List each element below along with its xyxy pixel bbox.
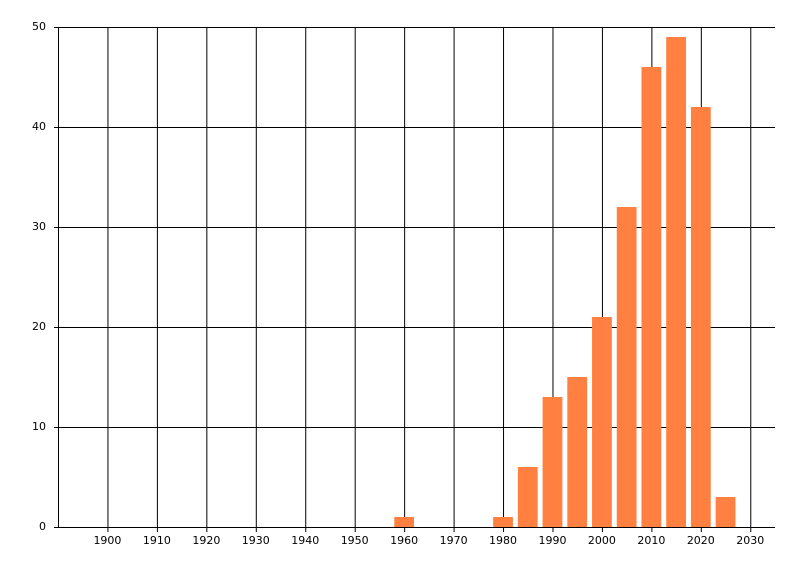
x-tick-label: 1960 (390, 534, 418, 547)
y-tick-label: 10 (32, 420, 46, 433)
bar (567, 377, 588, 527)
bar (616, 207, 637, 527)
x-tick-label: 1940 (291, 534, 319, 547)
x-tick-label: 2010 (637, 534, 665, 547)
x-tick-label: 1990 (538, 534, 566, 547)
x-tick-label: 1970 (440, 534, 468, 547)
x-tick-label: 1950 (341, 534, 369, 547)
x-tick-label: 2020 (687, 534, 715, 547)
x-tick-label: 1910 (143, 534, 171, 547)
bar (517, 467, 538, 527)
x-tick-label: 1980 (489, 534, 517, 547)
y-tick-label: 50 (32, 20, 46, 33)
bar (641, 67, 662, 527)
y-tick-label: 30 (32, 220, 46, 233)
bar (394, 517, 415, 527)
y-tick-label: 20 (32, 320, 46, 333)
x-tick-label: 2000 (588, 534, 616, 547)
bar (493, 517, 513, 527)
x-tick-label: 1920 (192, 534, 220, 547)
y-tick-label: 0 (39, 520, 46, 533)
x-tick-label: 1900 (93, 534, 121, 547)
x-tick-label: 1930 (242, 534, 270, 547)
x-tick-label: 2030 (736, 534, 764, 547)
y-tick-label: 40 (32, 120, 46, 133)
bar (666, 37, 686, 527)
bar (542, 397, 563, 527)
bar (592, 317, 612, 527)
bar (715, 497, 736, 527)
bar (690, 107, 711, 527)
